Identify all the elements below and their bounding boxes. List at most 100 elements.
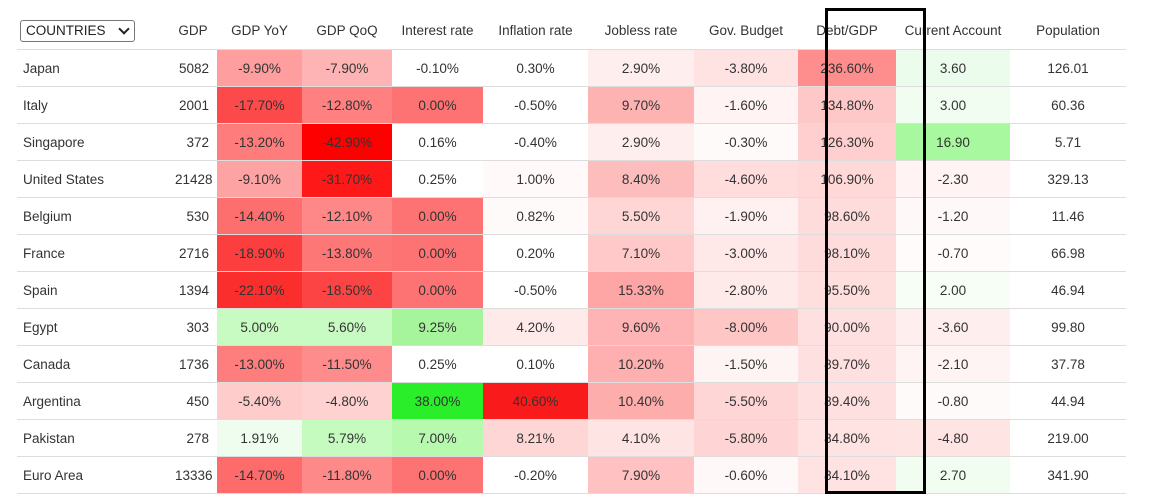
table-row[interactable]: Argentina 450 -5.40% -4.80% 38.00% 40.60% 10.4… bbox=[17, 382, 1126, 420]
countries-select-label: COUNTRIES bbox=[26, 23, 106, 38]
table-body: Japan 5082 -9.90% -7.90% -0.10% 0.30% 2.90% -3.… bbox=[17, 49, 1126, 494]
country-name[interactable]: Belgium bbox=[17, 197, 169, 235]
gdp-cell: 450 bbox=[169, 382, 217, 420]
country-name[interactable]: Argentina bbox=[17, 382, 169, 420]
debt-gdp-cell: 106.90% bbox=[798, 160, 896, 198]
debt-gdp-cell: 98.10% bbox=[798, 234, 896, 272]
gdp-yoy-cell: -9.10% bbox=[217, 160, 302, 198]
interest-rate-cell: 0.25% bbox=[392, 160, 483, 198]
gdp-qoq-cell: 5.79% bbox=[302, 419, 392, 457]
inflation-rate-cell: 0.30% bbox=[483, 49, 588, 87]
table-row[interactable]: Japan 5082 -9.90% -7.90% -0.10% 0.30% 2.90% -3.… bbox=[17, 49, 1126, 87]
country-name[interactable]: Italy bbox=[17, 86, 169, 124]
column-header-interest-rate[interactable]: Interest rate bbox=[401, 23, 474, 38]
gov-budget-cell: -4.60% bbox=[694, 160, 798, 198]
jobless-rate-cell: 2.90% bbox=[588, 49, 694, 87]
current-account-cell: 3.60 bbox=[896, 49, 1010, 87]
population-cell: 44.94 bbox=[1010, 382, 1126, 420]
population-cell: 66.98 bbox=[1010, 234, 1126, 272]
jobless-rate-cell: 5.50% bbox=[588, 197, 694, 235]
debt-gdp-cell: 89.70% bbox=[798, 345, 896, 383]
gdp-qoq-cell: -18.50% bbox=[302, 271, 392, 309]
column-header-gdp-qoq[interactable]: GDP QoQ bbox=[316, 23, 378, 38]
column-header-current-account[interactable]: Current Account bbox=[904, 23, 1002, 38]
column-header-debt-gdp[interactable]: Debt/GDP bbox=[816, 23, 878, 38]
country-name[interactable]: Egypt bbox=[17, 308, 169, 346]
country-name[interactable]: Euro Area bbox=[17, 456, 169, 494]
table-row[interactable]: United States 21428 -9.10% -31.70% 0.25% 1.00… bbox=[17, 160, 1126, 198]
gov-budget-cell: -8.00% bbox=[694, 308, 798, 346]
interest-rate-cell: 0.00% bbox=[392, 456, 483, 494]
gdp-cell: 2716 bbox=[169, 234, 217, 272]
table-row[interactable]: Spain 1394 -22.10% -18.50% 0.00% -0.50% 15.33%… bbox=[17, 271, 1126, 309]
country-name[interactable]: United States bbox=[17, 160, 169, 198]
gdp-yoy-cell: 1.91% bbox=[217, 419, 302, 457]
population-cell: 99.80 bbox=[1010, 308, 1126, 346]
table-row[interactable]: Pakistan 278 1.91% 5.79% 7.00% 8.21% 4.10% -5.8… bbox=[17, 419, 1126, 457]
inflation-rate-cell: -0.20% bbox=[483, 456, 588, 494]
gov-budget-cell: -1.90% bbox=[694, 197, 798, 235]
gdp-qoq-cell: -4.80% bbox=[302, 382, 392, 420]
column-header-gdp[interactable]: GDP bbox=[178, 23, 208, 38]
jobless-rate-cell: 7.90% bbox=[588, 456, 694, 494]
interest-rate-cell: 0.00% bbox=[392, 271, 483, 309]
gov-budget-cell: -1.60% bbox=[694, 86, 798, 124]
gov-budget-cell: -0.30% bbox=[694, 123, 798, 161]
gov-budget-cell: -5.50% bbox=[694, 382, 798, 420]
gdp-yoy-cell: 5.00% bbox=[217, 308, 302, 346]
inflation-rate-cell: 8.21% bbox=[483, 419, 588, 457]
gdp-cell: 21428 bbox=[169, 160, 217, 198]
gdp-qoq-cell: -11.80% bbox=[302, 456, 392, 494]
table-row[interactable]: Singapore 372 -13.20% -42.90% 0.16% -0.40% 2.9… bbox=[17, 123, 1126, 161]
column-header-gov-budget[interactable]: Gov. Budget bbox=[708, 23, 784, 38]
population-cell: 5.71 bbox=[1010, 123, 1126, 161]
gdp-qoq-cell: -31.70% bbox=[302, 160, 392, 198]
table-row[interactable]: Canada 1736 -13.00% -11.50% 0.25% 0.10% 10.20%… bbox=[17, 345, 1126, 383]
debt-gdp-cell: 90.00% bbox=[798, 308, 896, 346]
column-header-inflation-rate[interactable]: Inflation rate bbox=[498, 23, 573, 38]
gdp-yoy-cell: -13.00% bbox=[217, 345, 302, 383]
debt-gdp-cell: 98.60% bbox=[798, 197, 896, 235]
inflation-rate-cell: 0.10% bbox=[483, 345, 588, 383]
column-header-jobless-rate[interactable]: Jobless rate bbox=[604, 23, 678, 38]
column-header-gdp-yoy[interactable]: GDP YoY bbox=[231, 23, 288, 38]
jobless-rate-cell: 9.70% bbox=[588, 86, 694, 124]
table-row[interactable]: France 2716 -18.90% -13.80% 0.00% 0.20% 7.10% -… bbox=[17, 234, 1126, 272]
table-row[interactable]: Belgium 530 -14.40% -12.10% 0.00% 0.82% 5.50% -… bbox=[17, 197, 1126, 235]
country-name[interactable]: Pakistan bbox=[17, 419, 169, 457]
gdp-qoq-cell: -11.50% bbox=[302, 345, 392, 383]
current-account-cell: 16.90 bbox=[896, 123, 1010, 161]
country-name[interactable]: France bbox=[17, 234, 169, 272]
countries-select[interactable]: COUNTRIES bbox=[20, 19, 135, 42]
gdp-qoq-cell: -42.90% bbox=[302, 123, 392, 161]
gdp-yoy-cell: -14.40% bbox=[217, 197, 302, 235]
inflation-rate-cell: 4.20% bbox=[483, 308, 588, 346]
table-row[interactable]: Italy 2001 -17.70% -12.80% 0.00% -0.50% 9.70% -… bbox=[17, 86, 1126, 124]
inflation-rate-cell: -0.50% bbox=[483, 271, 588, 309]
gdp-cell: 278 bbox=[169, 419, 217, 457]
gdp-cell: 303 bbox=[169, 308, 217, 346]
gov-budget-cell: -3.00% bbox=[694, 234, 798, 272]
country-name[interactable]: Spain bbox=[17, 271, 169, 309]
jobless-rate-cell: 7.10% bbox=[588, 234, 694, 272]
gov-budget-cell: -3.80% bbox=[694, 49, 798, 87]
table-row[interactable]: Euro Area 13336 -14.70% -11.80% 0.00% -0.20% 7… bbox=[17, 456, 1126, 494]
country-name[interactable]: Singapore bbox=[17, 123, 169, 161]
gdp-yoy-cell: -5.40% bbox=[217, 382, 302, 420]
population-cell: 60.36 bbox=[1010, 86, 1126, 124]
current-account-cell: -2.10 bbox=[896, 345, 1010, 383]
column-header-population[interactable]: Population bbox=[1036, 23, 1100, 38]
country-name[interactable]: Japan bbox=[17, 49, 169, 87]
gdp-qoq-cell: -12.10% bbox=[302, 197, 392, 235]
jobless-rate-cell: 9.60% bbox=[588, 308, 694, 346]
interest-rate-cell: 0.25% bbox=[392, 345, 483, 383]
gdp-yoy-cell: -18.90% bbox=[217, 234, 302, 272]
gov-budget-cell: -1.50% bbox=[694, 345, 798, 383]
jobless-rate-cell: 10.20% bbox=[588, 345, 694, 383]
table-row[interactable]: Egypt 303 5.00% 5.60% 9.25% 4.20% 9.60% -8.00% 9… bbox=[17, 308, 1126, 346]
population-cell: 126.01 bbox=[1010, 49, 1126, 87]
gdp-yoy-cell: -9.90% bbox=[217, 49, 302, 87]
country-name[interactable]: Canada bbox=[17, 345, 169, 383]
debt-gdp-cell: 95.50% bbox=[798, 271, 896, 309]
gdp-qoq-cell: -12.80% bbox=[302, 86, 392, 124]
